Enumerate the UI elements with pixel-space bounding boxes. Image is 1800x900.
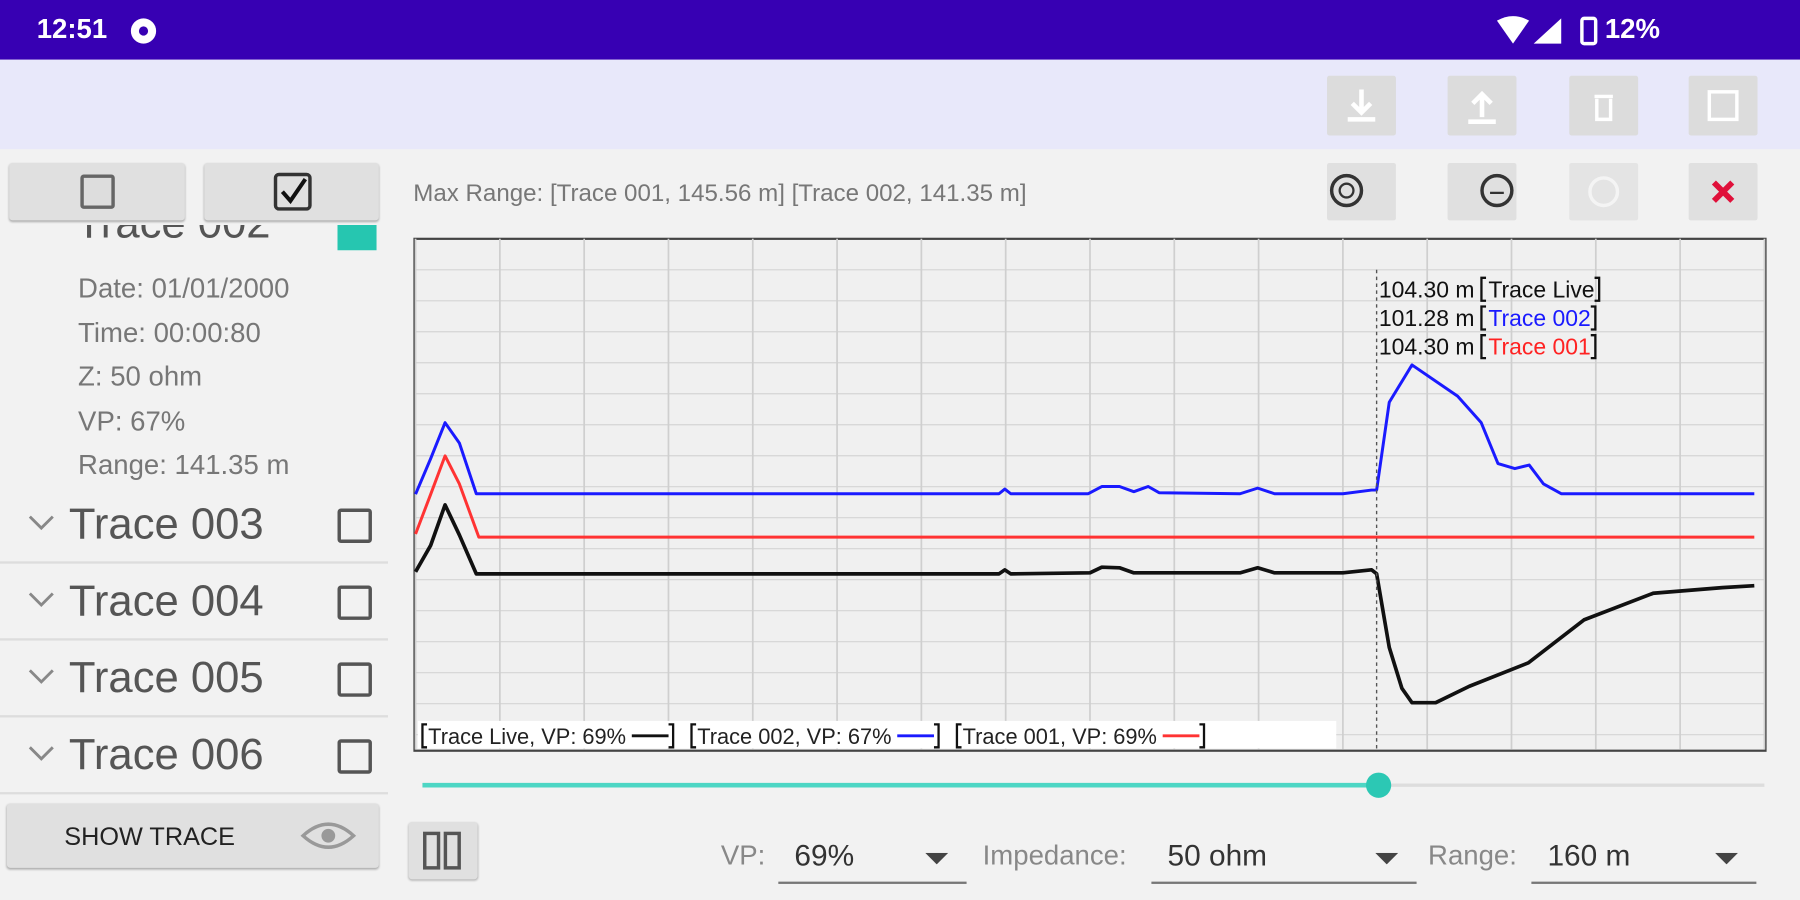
dropdown-value[interactable]: 50 ohm (1167, 838, 1268, 873)
legend-entry: Trace Live, VP: 69% (421, 723, 675, 749)
checked-box[interactable] (337, 225, 377, 251)
trace-line (414, 454, 1755, 539)
trace-checkbox[interactable] (337, 739, 372, 774)
dropdown-underline (778, 881, 967, 884)
trace-detail: Date: 01/01/2000 (78, 273, 290, 305)
clock: 12:51 (36, 13, 108, 45)
bracket (690, 723, 697, 749)
battery: 12% (1604, 13, 1661, 45)
close-button[interactable] (1688, 163, 1758, 221)
legend-label: Trace 001, VP: 69% (963, 724, 1157, 749)
trace-detail: VP: 67% (78, 405, 186, 437)
bracket (933, 723, 940, 749)
bracket (955, 723, 962, 749)
trace-line (413, 503, 1755, 705)
expand-chevron[interactable] (28, 745, 56, 761)
expand-chevron[interactable] (28, 591, 56, 608)
trace-name[interactable]: Trace 005 (68, 654, 264, 703)
delete-button[interactable] (1569, 75, 1639, 136)
bracket (1590, 305, 1597, 331)
legend-entry: Trace 001, VP: 69% (955, 723, 1206, 749)
expand-chevron[interactable] (28, 514, 56, 531)
refresh-button[interactable] (1569, 163, 1639, 221)
expanded-trace: Trace 002 (0, 225, 388, 501)
show-trace-button[interactable]: SHOW TRACE (6, 803, 379, 868)
trace-name: Trace 002 (76, 225, 271, 249)
legend-entry: Trace 002, VP: 67% (690, 723, 940, 749)
bracket (668, 723, 675, 749)
dropdown-value[interactable]: 69% (794, 838, 855, 873)
dropdown-underline (1151, 881, 1417, 884)
image-button[interactable] (1688, 75, 1758, 136)
status-bar: 12:51 12% (0, 0, 1800, 60)
bracket (1480, 305, 1487, 331)
divider (0, 715, 389, 718)
trace-detail: Range: 141.35 m (78, 450, 290, 481)
download-button[interactable] (1327, 75, 1396, 136)
dropdown-arrow[interactable] (1715, 849, 1739, 865)
slider-thumb[interactable] (1365, 772, 1392, 798)
dropdown-arrow[interactable] (925, 849, 949, 865)
cursor-trace: Trace Live (1488, 276, 1594, 302)
cursor-distance: 104.30 m (1379, 334, 1475, 360)
control-label: Range: (1428, 840, 1517, 872)
zoom-in-button[interactable] (1327, 163, 1396, 221)
gear-icon (130, 18, 157, 44)
zoom-out-button[interactable] (1447, 163, 1517, 221)
control-label: VP: (720, 840, 766, 872)
trace-detail: Time: 00:00:80 (78, 317, 261, 349)
legend-label: Trace 002, VP: 67% (697, 724, 891, 749)
bracket (1594, 276, 1601, 302)
button-label: SHOW TRACE (64, 821, 236, 851)
bracket (1480, 334, 1487, 360)
expand-chevron[interactable] (28, 668, 56, 684)
trace-detail: Z: 50 ohm (78, 361, 203, 393)
cursor-label: 104.30 m Trace 001 (1379, 334, 1597, 360)
dropdown-underline (1531, 881, 1757, 884)
bracket (1590, 334, 1597, 360)
pause-button[interactable] (408, 821, 478, 880)
uncheck-all-button[interactable] (9, 163, 185, 221)
max-range: Max Range: [Trace 001, 145.56 m] [Trace … (413, 180, 1027, 207)
cursor-label: 104.30 m Trace Live (1379, 276, 1601, 302)
check-all-button[interactable] (204, 163, 379, 221)
cursor-distance: 104.30 m (1379, 276, 1475, 302)
dropdown-value[interactable]: 160 m (1547, 838, 1631, 873)
trace-line (414, 363, 1755, 496)
bracket (1199, 723, 1206, 749)
slider[interactable] (413, 769, 1768, 803)
cursor-distance: 101.28 m (1379, 305, 1475, 331)
bracket (1480, 276, 1487, 302)
divider (0, 792, 389, 795)
trace-name[interactable]: Trace 003 (68, 500, 264, 549)
trace-name[interactable]: Trace 004 (68, 577, 264, 626)
signal-icons (1496, 16, 1598, 46)
legend-label: Trace Live, VP: 69% (428, 724, 626, 749)
toolbar (0, 59, 1800, 150)
dropdown-arrow[interactable] (1375, 849, 1399, 865)
cursor-trace: Trace 001 (1488, 334, 1590, 360)
trace-checkbox[interactable] (337, 508, 372, 543)
upload-button[interactable] (1447, 75, 1517, 136)
divider (0, 638, 389, 641)
trace-checkbox[interactable] (337, 662, 372, 697)
cursor-label: 101.28 m Trace 002 (1379, 305, 1597, 331)
control-label: Impedance: (982, 840, 1127, 872)
cursor-trace: Trace 002 (1488, 305, 1590, 331)
trace-checkbox[interactable] (337, 585, 372, 620)
divider (0, 561, 389, 564)
bracket (421, 723, 428, 749)
trace-name[interactable]: Trace 006 (68, 731, 264, 780)
chart: 104.30 m Trace Live 101.28 m Trace 002 104.3… (413, 237, 1767, 752)
